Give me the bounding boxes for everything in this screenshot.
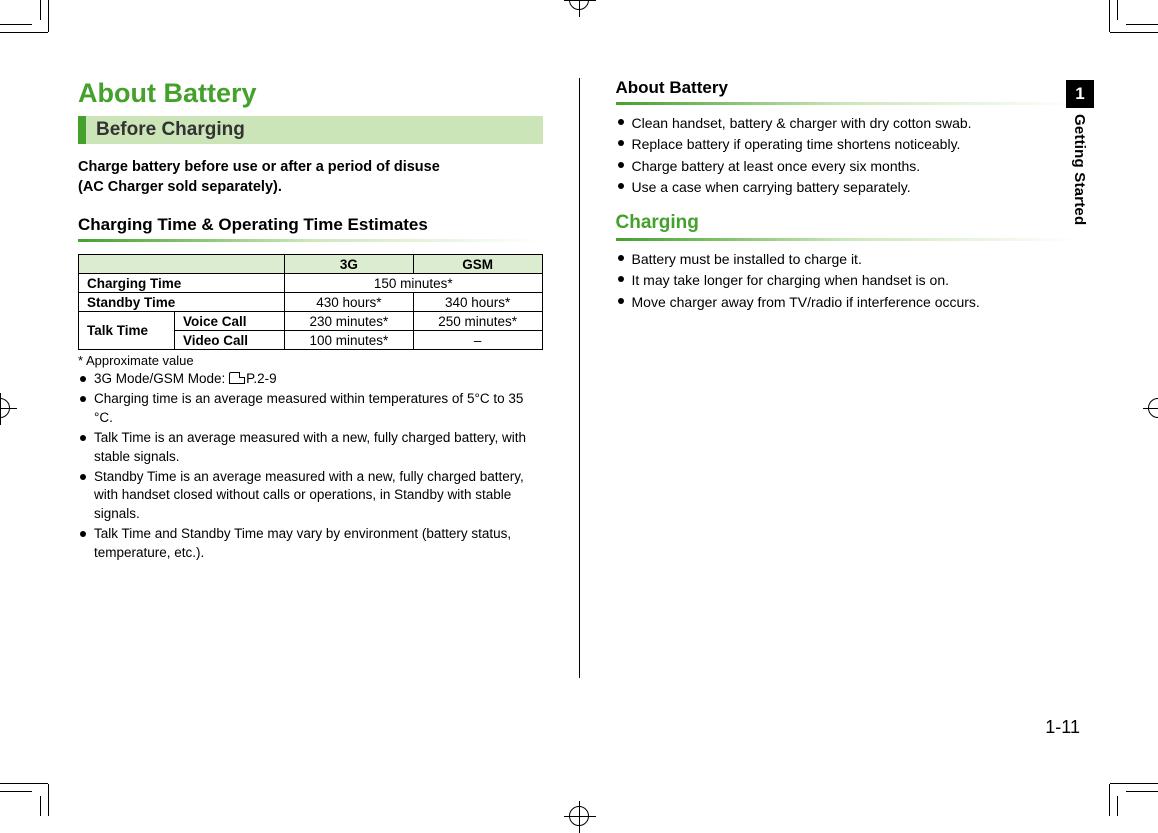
gradient-rule	[616, 238, 1081, 241]
right-column: About Battery Clean handset, battery & c…	[616, 78, 1081, 678]
left-notes-list: 3G Mode/GSM Mode: P.2-9Charging time is …	[78, 370, 543, 563]
note-item: Talk Time and Standby Time may vary by e…	[78, 525, 543, 563]
chapter-name-vertical: Getting Started	[1071, 114, 1088, 225]
gradient-rule	[616, 102, 1081, 105]
standby-gsm: 340 hours*	[413, 293, 542, 312]
side-tab: 1 Getting Started	[1066, 80, 1094, 225]
row-talktime-label: Talk Time	[79, 312, 175, 350]
col-gsm: GSM	[413, 255, 542, 274]
charging-time-value: 150 minutes*	[285, 274, 543, 293]
video-gsm: –	[413, 331, 542, 350]
main-title: About Battery	[78, 78, 543, 109]
accent-bar	[78, 116, 86, 144]
voice-3g: 230 minutes*	[285, 312, 414, 331]
charging-list: Battery must be installed to charge it.I…	[616, 249, 1081, 312]
row-video-label: Video Call	[175, 331, 285, 350]
voice-gsm: 250 minutes*	[413, 312, 542, 331]
note-item: Talk Time is an average measured with a …	[78, 429, 543, 467]
standby-3g: 430 hours*	[285, 293, 414, 312]
note-item: Standby Time is an average measured with…	[78, 468, 543, 525]
table-title: Charging Time & Operating Time Estimates	[78, 215, 543, 235]
list-item: Charge battery at least once every six m…	[616, 156, 1081, 176]
list-item: Battery must be installed to charge it.	[616, 249, 1081, 269]
list-item: Move charger away from TV/radio if inter…	[616, 292, 1081, 312]
list-item: Use a case when carrying battery separat…	[616, 177, 1081, 197]
list-item: Replace battery if operating time shorte…	[616, 134, 1081, 154]
left-column: About Battery Before Charging Charge bat…	[78, 78, 543, 678]
page-frame: About Battery Before Charging Charge bat…	[78, 78, 1080, 738]
intro-line-2: (AC Charger sold separately).	[78, 179, 282, 195]
subheading-before-charging: Before Charging	[78, 116, 543, 144]
right-heading-about-battery: About Battery	[616, 78, 1081, 98]
intro-text: Charge battery before use or after a per…	[78, 158, 543, 197]
subheading-text: Before Charging	[96, 119, 245, 140]
video-3g: 100 minutes*	[285, 331, 414, 350]
note-item: Charging time is an average measured wit…	[78, 390, 543, 428]
row-charging-time-label: Charging Time	[79, 274, 285, 293]
two-column-layout: About Battery Before Charging Charge bat…	[78, 78, 1080, 678]
column-divider	[579, 78, 580, 678]
list-item: Clean handset, battery & charger with dr…	[616, 113, 1081, 133]
spec-table: 3G GSM Charging Time 150 minutes* Standb…	[78, 254, 543, 350]
page-reference-icon	[229, 372, 245, 384]
row-voice-label: Voice Call	[175, 312, 285, 331]
note-item: 3G Mode/GSM Mode: P.2-9	[78, 370, 543, 389]
list-item: It may take longer for charging when han…	[616, 270, 1081, 290]
chapter-number-badge: 1	[1066, 80, 1094, 108]
col-3g: 3G	[285, 255, 414, 274]
page-number: 1-11	[1045, 717, 1080, 738]
intro-line-1: Charge battery before use or after a per…	[78, 159, 440, 175]
footnote-approx: * Approximate value	[78, 353, 543, 368]
row-standby-label: Standby Time	[79, 293, 285, 312]
gradient-rule	[78, 239, 543, 242]
right-heading-charging: Charging	[616, 212, 1081, 234]
about-battery-list: Clean handset, battery & charger with dr…	[616, 113, 1081, 197]
